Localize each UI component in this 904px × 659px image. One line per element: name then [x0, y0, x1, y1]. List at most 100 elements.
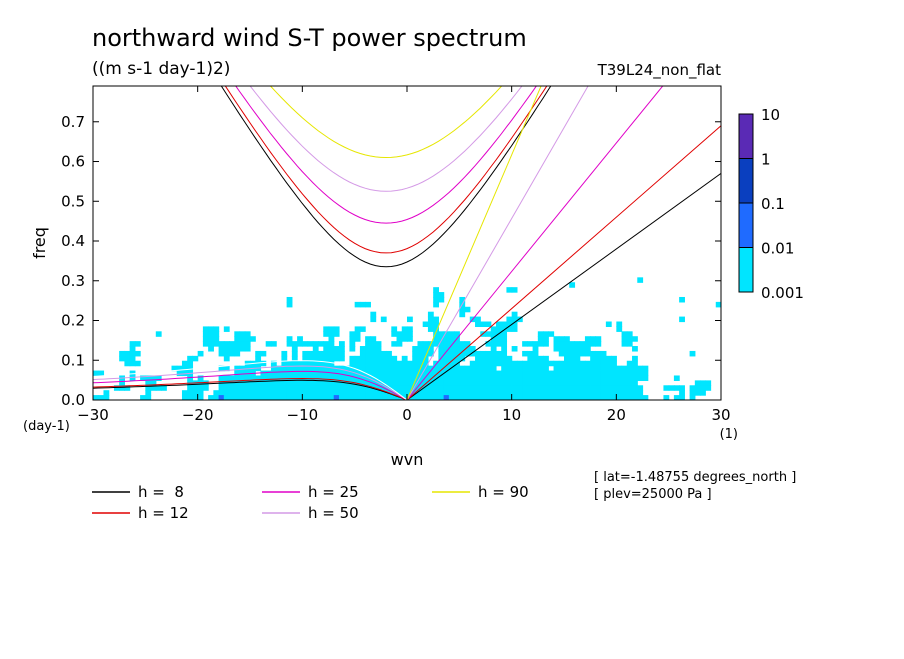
spectrum-cell	[600, 380, 607, 386]
spectrum-cell	[365, 350, 371, 357]
spectrum-cell	[433, 385, 439, 391]
spectrum-cell	[522, 365, 528, 372]
spectrum-cell	[532, 365, 539, 372]
spectrum-cell	[281, 380, 288, 386]
spectrum-cell	[443, 350, 450, 357]
spectrum-cell	[579, 365, 586, 372]
spectrum-cell	[370, 370, 377, 377]
spectrum-cell	[375, 385, 382, 391]
spectrum-cell	[532, 380, 539, 386]
spectrum-cell	[616, 365, 623, 372]
spectrum-cell	[129, 341, 136, 347]
spectrum-cell	[590, 360, 596, 367]
spectrum-cell	[412, 370, 419, 377]
spectrum-cell	[401, 336, 408, 342]
spectrum-cell	[270, 365, 277, 372]
spectrum-cell	[553, 380, 560, 386]
spectrum-cell	[181, 390, 188, 396]
plot-area	[93, 86, 721, 400]
spectrum-cell	[291, 390, 298, 396]
spectrum-cell	[359, 370, 366, 377]
spectrum-cell	[417, 360, 424, 367]
spectrum-cell	[328, 395, 335, 400]
spectrum-cell	[239, 331, 246, 337]
spectrum-cell	[532, 341, 539, 347]
spectrum-cell	[590, 365, 596, 372]
spectrum-cell	[495, 360, 502, 367]
spectrum-cell	[621, 385, 628, 391]
spectrum-cell	[605, 395, 612, 400]
spectrum-cell	[506, 365, 513, 372]
spectrum-cell	[454, 370, 460, 377]
spectrum-cell	[506, 321, 513, 328]
spectrum-cell	[328, 360, 335, 367]
spectrum-cell	[543, 360, 549, 367]
spectrum-cell	[527, 395, 534, 400]
x-unit-label: (1)	[720, 427, 738, 442]
wig-curve-h8	[220, 86, 552, 268]
spectrum-cell	[417, 350, 424, 357]
spectrum-cell	[140, 395, 146, 400]
spectrum-cell	[218, 390, 225, 396]
spectrum-cell	[495, 355, 502, 362]
spectrum-cell	[318, 365, 324, 372]
spectrum-cell	[632, 336, 638, 342]
spectrum-cell	[113, 385, 120, 391]
spectrum-cell	[495, 375, 502, 381]
spectrum-cell	[501, 360, 508, 367]
wig-curve-h25	[235, 86, 537, 224]
spectrum-cell	[459, 375, 466, 381]
spectrum-cell	[134, 341, 141, 347]
spectrum-cell	[223, 375, 230, 381]
spectrum-cell	[464, 350, 471, 357]
spectrum-cell	[448, 385, 455, 391]
spectrum-cell	[475, 316, 481, 323]
y-tick-label: 0.3	[61, 272, 85, 290]
spectrum-cell	[626, 336, 633, 342]
spectrum-cell	[359, 380, 366, 386]
spectrum-cell	[93, 370, 99, 377]
spectrum-cell	[129, 346, 136, 352]
spectrum-cell	[412, 380, 419, 386]
spectrum-cell	[480, 390, 487, 396]
spectrum-cell	[469, 350, 476, 357]
spectrum-cell	[344, 385, 351, 391]
spectrum-cell	[621, 341, 628, 347]
spectrum-cell	[155, 385, 162, 391]
spectrum-cell	[495, 380, 502, 386]
dispersion-curves	[93, 86, 721, 400]
spectrum-cell	[574, 341, 581, 347]
spectrum-cell	[569, 385, 576, 391]
spectrum-cell	[208, 336, 214, 342]
spectrum-cell	[700, 385, 706, 391]
spectrum-cell	[485, 395, 492, 400]
spectrum-cell	[632, 370, 638, 377]
spectrum-cell	[469, 360, 476, 367]
spectrum-cell	[475, 321, 481, 328]
spectrum-cell	[700, 380, 706, 386]
spectrum-cell	[522, 360, 528, 367]
spectrum-cell	[448, 380, 455, 386]
spectrum-cell	[600, 390, 607, 396]
spectrum-cell	[328, 346, 335, 352]
spectrum-cell	[119, 350, 125, 357]
spectrum-cell	[213, 341, 220, 347]
colorbar-label: 10	[761, 106, 780, 124]
spectrum-cell	[433, 370, 439, 377]
spectrum-cell	[532, 360, 539, 367]
spectrum-cell	[448, 331, 455, 337]
spectrum-cell	[427, 365, 434, 372]
spectrum-cell	[501, 321, 508, 328]
legend: h = 8 h = 12 h = 25 h = 50 h = 90	[92, 483, 529, 522]
spectrum-cell	[323, 375, 330, 381]
spectrum-cell	[558, 375, 565, 381]
spectrum-cell	[605, 370, 612, 377]
spectrum-cell	[595, 390, 602, 396]
spectrum-cell	[370, 346, 377, 352]
kelvin-line-h25	[406, 86, 664, 400]
spectrum-cell	[349, 355, 356, 362]
spectrum-cell	[323, 370, 330, 377]
spectrum-cell	[318, 375, 324, 381]
spectrum-cell	[318, 360, 324, 367]
spectrum-cell	[349, 385, 356, 391]
